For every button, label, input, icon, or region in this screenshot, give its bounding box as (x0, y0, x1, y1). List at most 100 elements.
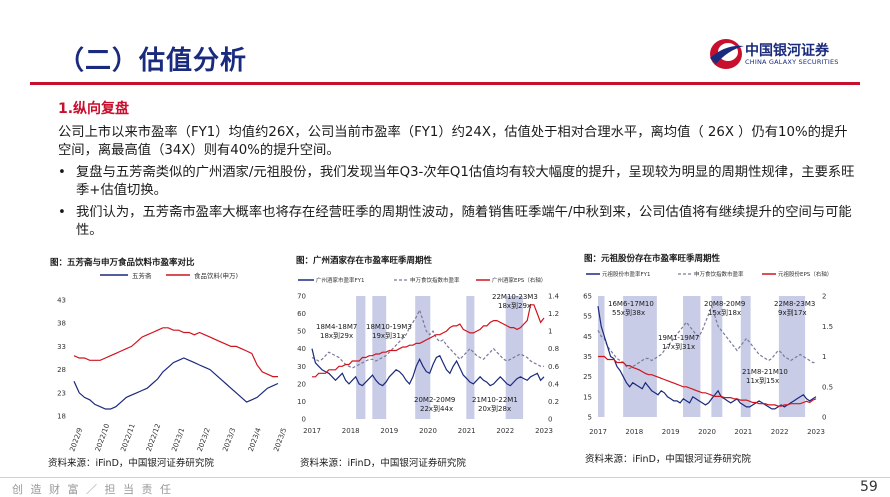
chart2-title: 图：广州酒家存在市盈率旺季周期性 (296, 256, 433, 266)
bullet-text: 我们认为，五芳斋市盈率大概率也将存在经营旺季的周期性波动，随着销售旺季端午/中秋… (76, 205, 852, 238)
x-tick-label: 2023/2 (196, 427, 212, 453)
peak-season-band (356, 296, 366, 419)
title-divider (30, 82, 860, 85)
y-tick-label-left: 15 (583, 393, 592, 401)
x-tick-label: 2019 (662, 428, 680, 436)
peak-season-band (623, 296, 657, 417)
legend-label-sw-pe: 申万食饮指数市盈率 (694, 270, 744, 278)
y-tick-label-left: 45 (583, 333, 592, 341)
y-tick-label-left: 50 (297, 328, 306, 336)
legend-label-wufangzhai: 五芳斋 (132, 271, 152, 280)
x-tick-label: 2020 (698, 428, 716, 436)
x-tick-label: 2023/4 (247, 426, 263, 452)
legend-label-gzjj-pe: 广州酒家市盈率FY1 (316, 276, 365, 284)
peak-season-band (740, 296, 751, 417)
annotation: 11x到15x (746, 377, 779, 385)
y-tick-label-left: 5 (588, 414, 592, 422)
y-tick-label-right: 1.5 (822, 323, 833, 331)
peak-season-band (415, 296, 431, 419)
peak-season-band (711, 296, 723, 417)
series-line-1 (73, 327, 278, 378)
peak-season-band (372, 296, 387, 419)
y-tick-label-right: 0.2 (548, 398, 559, 406)
logo-en-text: CHINA GALAXY SECURITIES (745, 58, 839, 66)
annotation: 18M10-19M3 (366, 323, 412, 331)
footer-slogan: 创 造 财 富 ／ 担 当 责 任 (12, 483, 173, 496)
y-tick-label-left: 65 (583, 293, 592, 301)
annotation: 20x到28x (478, 405, 511, 413)
y-tick-label-right: 0.5 (822, 383, 833, 391)
y-tick-label-left: 40 (297, 345, 306, 353)
x-tick-label: 2021 (734, 428, 752, 436)
chart2-source: 资料来源：iFinD，中国银河证券研究院 (300, 458, 466, 469)
brand-logo (706, 36, 856, 72)
x-tick-label: 2021 (458, 427, 476, 435)
y-tick-label-right: 1.4 (548, 293, 560, 301)
annotation: 19M1-19M7 (658, 334, 699, 342)
chart2-plot: 广州酒家市盈率FY1 申万食饮指数市盈率 广州酒家EPS（右轴） 70 60 50 4… (297, 276, 560, 435)
summary-paragraph: 公司上市以来市盈率（FY1）均值约26X，公司当前市盈率（FY1）约24X，估值… (58, 125, 848, 158)
x-tick-label: 2023 (535, 427, 553, 435)
chart3-source: 资料来源：iFinD，中国银河证券研究院 (585, 454, 751, 465)
x-tick-label: 2017 (589, 428, 607, 436)
y-tick-label-right: 0.6 (548, 363, 560, 371)
y-tick-label-right: 0 (822, 414, 826, 422)
legend-label-sw-pe: 申万食饮指数市盈率 (410, 276, 460, 284)
annotation: 20M2-20M9 (414, 396, 455, 404)
annotation: 18M4-18M7 (316, 323, 357, 331)
chart1-title: 图：五芳斋与申万食品饮料市盈率对比 (50, 258, 195, 268)
y-tick-label-left: 70 (297, 293, 306, 301)
annotation: 16M6-17M10 (608, 300, 654, 308)
y-tick-label-right: 1.2 (548, 310, 559, 318)
series-line-2 (598, 355, 817, 407)
annotation: 18x到29x (320, 332, 353, 340)
y-tick-label-left: 60 (297, 310, 306, 318)
y-tick-label-left: 20 (297, 380, 306, 388)
page-title: （二）估值分析 (58, 46, 248, 76)
annotation: 9x到17x (778, 309, 807, 317)
annotation: 17x到31x (662, 343, 695, 351)
annotation: 22x到44x (420, 405, 453, 413)
y-tick-label-right: 1 (822, 353, 826, 361)
series-line-2 (312, 304, 545, 378)
series-line-0 (73, 357, 279, 410)
bullet-dot: • (58, 205, 66, 220)
y-tick-label-right: 0.4 (548, 380, 560, 388)
y-tick-label-left: 35 (583, 353, 592, 361)
y-tick-label-right: 1 (548, 328, 552, 336)
legend-label-yz-eps: 元祖股份EPS（右轴） (778, 270, 832, 278)
y-tick-label-right: 0 (548, 416, 552, 424)
annotation: 22M10-23M3 (492, 293, 538, 301)
legend-label-food-index: 食品饮料(申万) (194, 271, 238, 280)
y-tick-label: 38 (57, 320, 66, 328)
chart3-title: 图：元祖股份存在市盈率旺季周期性 (584, 254, 721, 264)
y-tick-label: 28 (57, 366, 66, 374)
page-number: 59 (860, 479, 878, 495)
x-tick-label: 2018 (342, 427, 360, 435)
logo-cn-text: 中国银河证券 (745, 43, 829, 59)
x-tick-label: 2023/5 (272, 427, 288, 453)
x-tick-label: 2019 (380, 427, 398, 435)
x-tick-label: 2022/11 (119, 423, 136, 453)
annotation: 20M8-20M9 (704, 300, 745, 308)
x-tick-label: 2023/3 (221, 427, 237, 453)
x-tick-label: 2023 (807, 428, 825, 436)
annotation: 21M8-21M10 (742, 368, 788, 376)
x-tick-label: 2018 (625, 428, 643, 436)
x-tick-label: 2022 (496, 427, 514, 435)
y-tick-label-right: 0.8 (548, 345, 559, 353)
x-tick-label: 2022/9 (68, 427, 84, 453)
annotation: 22M8-23M3 (774, 300, 815, 308)
y-tick-label: 18 (57, 413, 66, 421)
bullet-dot: • (58, 165, 66, 180)
y-tick-label-left: 10 (297, 398, 306, 406)
galaxy-logo-icon (710, 39, 744, 69)
bullet-text: 复盘与五芳斋类似的广州酒家/元祖股份，我们发现当年Q3-次年Q1估值均有较大幅度… (76, 165, 855, 198)
x-tick-label: 2022/10 (94, 423, 111, 453)
y-tick-label: 33 (57, 343, 66, 351)
peak-season-band (466, 296, 475, 419)
x-tick-label: 2023/1 (170, 427, 186, 453)
x-tick-label: 2017 (303, 427, 321, 435)
annotation: 19x到31x (372, 332, 405, 340)
y-tick-label: 43 (57, 297, 66, 305)
